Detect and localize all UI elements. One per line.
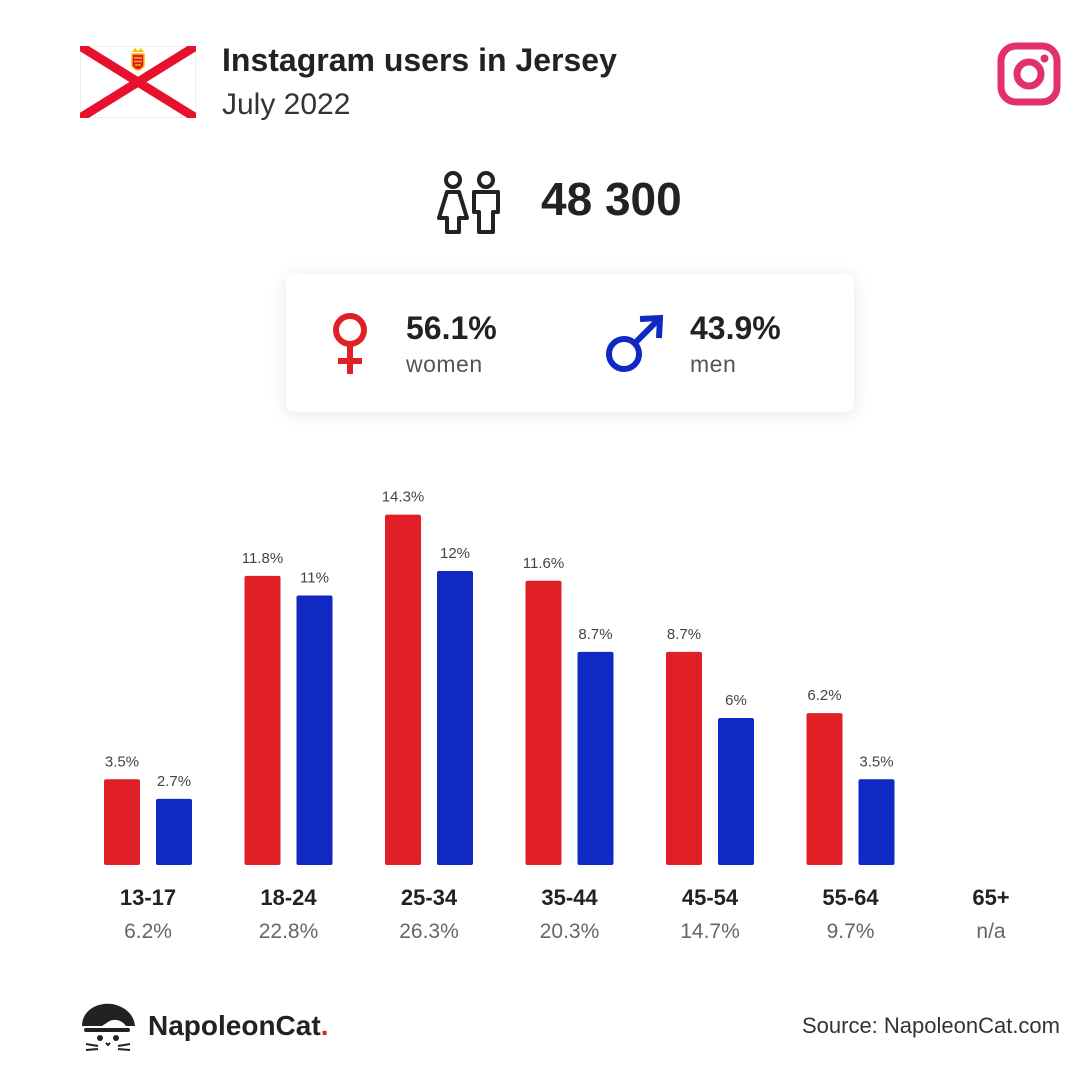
bar-men-55-64 [858,779,895,865]
age-distribution-chart: 3.5% 2.7% 13-17 6.2% 11.8% 11% 18-24 22.8% 14.3%… [104,489,1010,943]
bar-men-18-24 [296,595,333,865]
gender-split-card [286,274,854,412]
bar-women-13-17 [104,779,140,865]
age-group-total: 9.7% [827,920,875,943]
women-percent: 56.1% [406,310,497,346]
data-label: 6% [725,692,747,709]
data-label: 11.6% [523,555,564,572]
napoleoncat-logo-icon [82,1003,135,1051]
bar-women-25-34 [385,514,421,865]
age-group-label: 25-34 [401,885,458,910]
men-label: men [690,351,737,377]
bar-men-13-17 [156,798,192,865]
age-group-total: 20.3% [540,920,600,943]
female-icon [333,313,367,374]
data-label: 3.5% [105,753,139,770]
age-group-total: 26.3% [399,920,459,943]
data-label: 6.2% [807,687,841,704]
age-group-total: 22.8% [259,920,319,943]
data-label: 8.7% [578,626,612,643]
data-label: 8.7% [667,626,701,643]
data-label: 2.7% [157,773,191,790]
men-percent: 43.9% [690,310,781,346]
page-subtitle: July 2022 [222,88,351,121]
people-icon [437,171,500,234]
age-group-total: n/a [976,920,1006,943]
brand-name: NapoleonCat. [148,1010,328,1042]
total-users-value: 48 300 [541,173,682,225]
bar-men-35-44 [577,651,614,865]
page-title: Instagram users in Jersey [222,42,617,78]
age-group-label: 45-54 [682,885,739,910]
bar-men-45-54 [718,718,754,865]
age-group-label: 18-24 [260,885,317,910]
jersey-flag-icon [80,46,196,118]
data-label: 14.3% [382,489,425,506]
data-label: 11% [300,570,329,587]
bar-women-18-24 [244,575,281,865]
data-label: 3.5% [859,753,893,770]
male-icon [606,314,664,372]
age-group-total: 6.2% [124,920,172,943]
age-group-label: 55-64 [822,885,879,910]
brand-dot: . [320,1010,329,1041]
brand-name-text: NapoleonCat [148,1010,321,1041]
women-label: women [406,351,483,377]
bar-women-35-44 [525,580,562,865]
source-credit: Source: NapoleonCat.com [801,1013,1060,1038]
bar-women-45-54 [666,651,702,865]
bar-women-55-64 [806,713,843,865]
age-group-label: 13-17 [120,885,176,910]
age-group-label: 65+ [972,885,1009,910]
bar-men-25-34 [437,571,473,865]
age-group-label: 35-44 [541,885,598,910]
age-group-total: 14.7% [680,920,740,943]
data-label: 12% [440,545,470,562]
data-label: 11.8% [242,550,283,567]
instagram-icon [997,42,1061,106]
